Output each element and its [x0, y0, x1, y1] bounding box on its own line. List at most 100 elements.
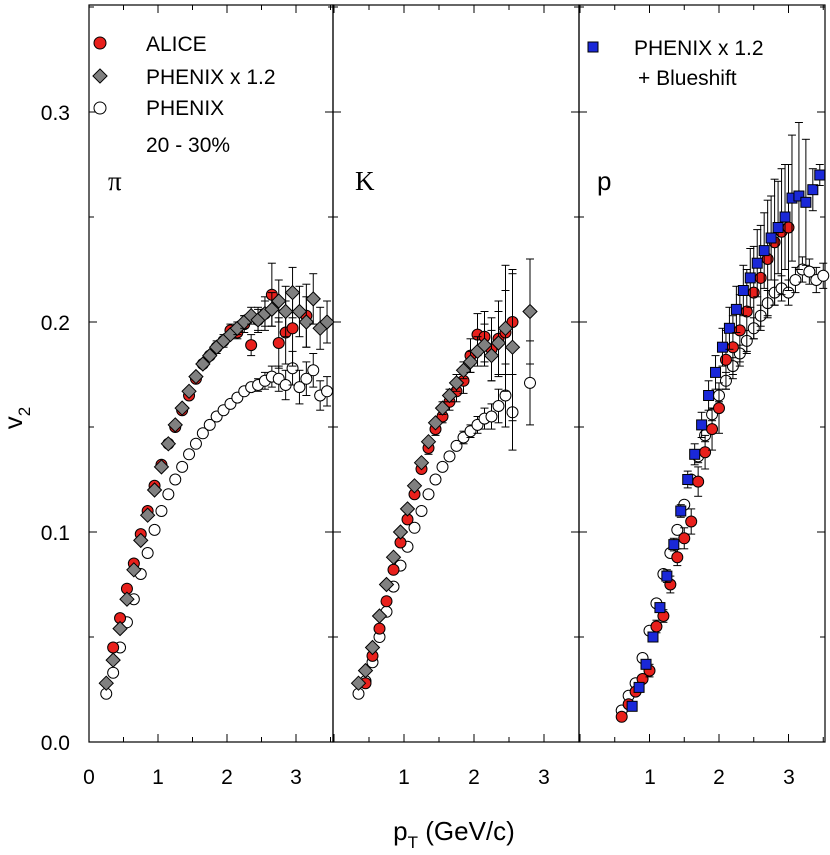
data-point-2-1-9 [689, 448, 701, 460]
legend-label-phenix-scaled: PHENIX x 1.2 [146, 66, 276, 89]
data-point-0-0-26 [286, 322, 299, 335]
x-axis-title: pT (GeV/c) [393, 816, 515, 852]
data-point-1-1-5 [385, 549, 402, 565]
legend-marker-alice [93, 36, 107, 50]
data-point-2-1-11 [703, 390, 715, 401]
data-point-0-1-0 [98, 675, 114, 691]
data-point-2-1-2 [640, 658, 652, 670]
panel-frame-2 [578, 4, 826, 743]
data-point-2-1-25 [800, 196, 812, 208]
data-point-1-1-14 [448, 375, 465, 391]
data-point-2-0-11 [692, 475, 705, 488]
data-point-1-1-15 [455, 362, 472, 379]
x-axis-title-main: p [393, 816, 407, 846]
x-tick-label-pi-3: 3 [290, 766, 302, 789]
data-point-2-1-12 [710, 366, 722, 378]
data-point-0-1-2 [112, 620, 128, 637]
data-point-1-0-3 [380, 595, 393, 608]
data-point-0-1-7 [146, 482, 163, 498]
data-point-1-2-10 [422, 488, 435, 501]
particle-label-proton: p [597, 166, 611, 196]
data-point-1-2-19 [485, 410, 498, 423]
data-point-1-1-12 [434, 400, 451, 416]
data-point-2-2-27 [803, 265, 816, 278]
data-point-0-1-28 [291, 303, 308, 320]
data-point-0-2-29 [300, 372, 313, 385]
legend-marker-phenix-scaled [92, 68, 108, 84]
data-point-0-1-24 [264, 301, 280, 318]
centrality-label: 20 - 30% [146, 134, 230, 157]
x-tick-label-pi-1: 1 [152, 766, 164, 789]
y-tick-label-2: 0.2 [41, 312, 70, 335]
data-point-1-1-0 [350, 675, 367, 691]
data-point-1-1-6 [392, 524, 409, 540]
data-point-2-2-8 [671, 523, 684, 536]
data-point-1-2-9 [415, 505, 428, 517]
data-point-2-1-20 [765, 232, 777, 244]
data-point-2-0-9 [678, 532, 691, 545]
data-point-0-1-25 [271, 293, 287, 309]
x-tick-label-p-1: 1 [644, 766, 656, 789]
data-point-1-1-1 [357, 662, 374, 679]
data-point-1-0-4 [387, 563, 400, 576]
data-point-1-1-21 [497, 320, 514, 337]
data-point-1-1-11 [427, 415, 444, 431]
data-point-2-2-29 [817, 269, 830, 282]
data-point-2-1-26 [807, 184, 819, 196]
data-point-2-1-4 [654, 602, 666, 614]
data-point-2-0-12 [699, 446, 712, 459]
data-point-0-1-15 [202, 347, 218, 364]
data-point-0-2-32 [321, 385, 334, 398]
data-point-2-1-22 [779, 211, 791, 223]
data-point-0-1-6 [139, 507, 156, 523]
data-point-1-2-11 [429, 473, 442, 486]
y-tick-label-0: 0.0 [41, 732, 70, 755]
data-point-1-1-16 [462, 354, 479, 370]
data-point-0-1-1 [105, 652, 121, 668]
data-point-2-1-1 [633, 681, 645, 693]
data-point-0-1-27 [284, 284, 301, 301]
data-point-0-1-9 [160, 436, 177, 452]
legend-label-phenix: PHENIX [146, 97, 224, 120]
data-point-0-1-13 [188, 368, 204, 385]
data-point-1-1-18 [476, 337, 493, 353]
data-point-1-1-10 [420, 433, 437, 450]
data-point-2-1-27 [814, 169, 826, 181]
data-point-2-1-3 [647, 631, 659, 643]
particle-label-kaon: K [355, 166, 375, 196]
data-point-0-1-10 [167, 417, 183, 433]
data-point-0-1-29 [298, 314, 315, 330]
x-tick-label-k-1: 1 [398, 766, 410, 789]
data-point-1-2-20 [492, 400, 505, 412]
data-point-0-1-30 [305, 291, 321, 307]
data-point-1-1-9 [413, 454, 430, 471]
data-point-0-2-7 [148, 523, 161, 536]
data-point-1-1-7 [399, 501, 416, 517]
data-point-1-1-3 [371, 608, 388, 624]
data-point-2-1-18 [751, 257, 763, 269]
data-point-2-1-5 [661, 570, 673, 582]
y-tick-label-3: 0.3 [41, 102, 70, 125]
legend-marker-phenix [93, 101, 107, 115]
data-point-1-0-2 [373, 622, 386, 635]
data-point-2-0-0 [615, 710, 628, 723]
x-axis-title-unit: (GeV/c) [418, 816, 515, 846]
data-point-2-1-10 [696, 419, 708, 431]
data-point-0-1-26 [277, 303, 294, 320]
data-point-1-1-23 [522, 303, 538, 320]
data-point-2-0-8 [671, 551, 684, 564]
data-point-0-1-11 [174, 400, 190, 416]
data-point-2-1-6 [668, 539, 680, 551]
data-point-1-1-8 [406, 478, 423, 494]
particle-label-pion: π [108, 166, 122, 196]
data-point-0-2-6 [141, 547, 154, 559]
data-point-2-0-15 [719, 353, 732, 366]
x-tick-label-pi-2: 2 [221, 766, 233, 789]
data-point-1-2-12 [436, 460, 449, 473]
data-point-0-2-10 [169, 473, 182, 486]
x-tick-label-k-3: 3 [538, 766, 550, 789]
data-point-0-1-8 [153, 459, 170, 475]
data-point-0-1-32 [319, 314, 335, 330]
data-point-2-2-25 [789, 274, 802, 286]
y-tick-label-1: 0.1 [41, 522, 70, 545]
